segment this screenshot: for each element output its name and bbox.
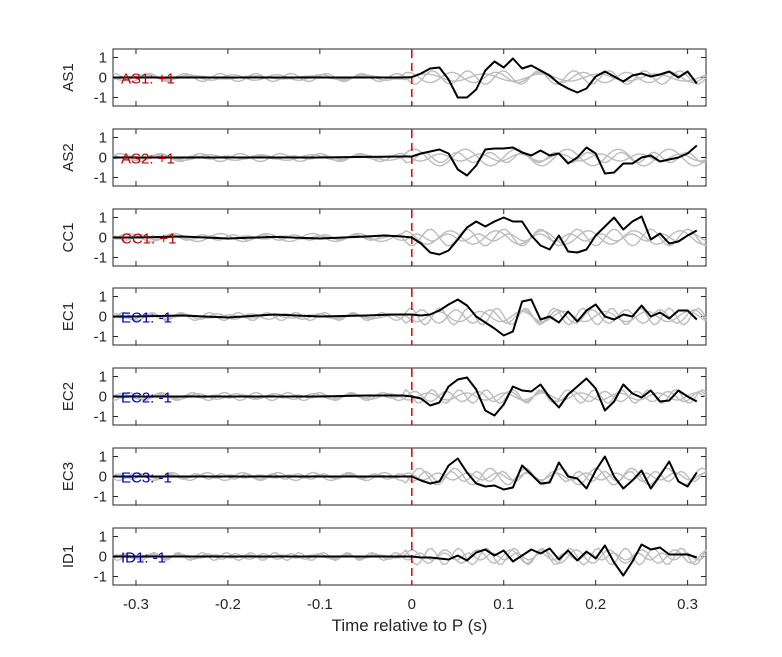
y-tick-label: 1: [99, 529, 107, 546]
background-trace: [112, 228, 707, 247]
y-axis-label: EC2: [60, 382, 77, 411]
background-trace: [112, 392, 707, 401]
waveform-trace-ec1: [113, 298, 698, 337]
y-tick-label: 1: [99, 289, 107, 306]
panel-as2: -1 0 1 AS2 AS2: +1: [60, 128, 707, 187]
station-polarity-label: EC2: -1: [121, 390, 172, 407]
y-tick-label: 1: [99, 50, 107, 67]
y-tick-label: 0: [99, 70, 107, 87]
y-tick-label: 0: [99, 309, 107, 326]
waveform-trace-cc1: [113, 215, 698, 256]
panel-ec1: -1 0 1 EC1 EC1: -1: [60, 287, 707, 346]
y-tick-label: 1: [99, 369, 107, 386]
background-trace: [112, 467, 707, 486]
background-trace: [112, 151, 707, 164]
panel-id1: -1 0 1 ID1 ID1: -1: [60, 527, 707, 586]
y-tick-label: 1: [99, 130, 107, 147]
station-polarity-label: AS1: +1: [121, 71, 175, 88]
panel-ec3: -1 0 1 EC3 EC3: -1: [60, 447, 707, 506]
x-tick-label: -0.2: [215, 596, 241, 613]
y-axis-label: CC1: [60, 222, 77, 252]
y-tick-label: -1: [94, 409, 107, 426]
y-tick-label: 0: [99, 549, 107, 566]
background-trace: [112, 308, 707, 325]
y-axis-label: AS2: [60, 143, 77, 171]
y-tick-label: -1: [94, 170, 107, 187]
y-tick-label: -1: [94, 569, 107, 586]
y-tick-label: -1: [94, 329, 107, 346]
y-axis-label: ID1: [60, 545, 77, 568]
station-polarity-label: ID1: -1: [121, 550, 166, 567]
waveform-trace-as1: [113, 57, 698, 99]
y-axis-label: EC3: [60, 462, 77, 491]
x-tick-label: 0: [408, 596, 416, 613]
x-tick-label: -0.3: [123, 596, 149, 613]
y-tick-label: 0: [99, 389, 107, 406]
panel-ec2: -1 0 1 EC2 EC2: -1: [60, 367, 707, 426]
x-tick-label: -0.1: [307, 596, 333, 613]
waveform-trace-ec3: [113, 455, 698, 491]
background-trace: [112, 470, 707, 483]
station-polarity-label: CC1: +1: [121, 231, 176, 248]
y-tick-label: -1: [94, 489, 107, 506]
station-polarity-label: AS2: +1: [121, 151, 175, 168]
panel-cc1: -1 0 1 CC1 CC1: +1: [60, 208, 707, 267]
waveform-trace-as2: [113, 144, 698, 177]
waveform-trace-id1: [113, 543, 698, 577]
station-polarity-label: EC3: -1: [121, 470, 172, 487]
station-polarity-label: EC1: -1: [121, 310, 172, 327]
y-axis-label: EC1: [60, 302, 77, 331]
y-tick-label: 0: [99, 230, 107, 247]
waveform-trace-ec2: [113, 376, 698, 417]
y-tick-label: 1: [99, 210, 107, 227]
panel-as1: -1 0 1 AS1 AS1: +1: [60, 48, 707, 107]
background-trace: [112, 71, 707, 84]
y-tick-label: -1: [94, 250, 107, 267]
background-trace: [112, 307, 707, 326]
y-tick-label: 0: [99, 150, 107, 167]
y-tick-label: -1: [94, 90, 107, 107]
background-trace: [112, 551, 707, 562]
y-tick-label: 1: [99, 449, 107, 466]
x-tick-label: 0.3: [677, 596, 698, 613]
y-axis-label: AS1: [60, 63, 77, 91]
x-axis-label: Time relative to P (s): [332, 616, 488, 635]
x-tick-label: 0.1: [493, 596, 514, 613]
y-tick-label: 0: [99, 469, 107, 486]
x-tick-label: 0.2: [585, 596, 606, 613]
